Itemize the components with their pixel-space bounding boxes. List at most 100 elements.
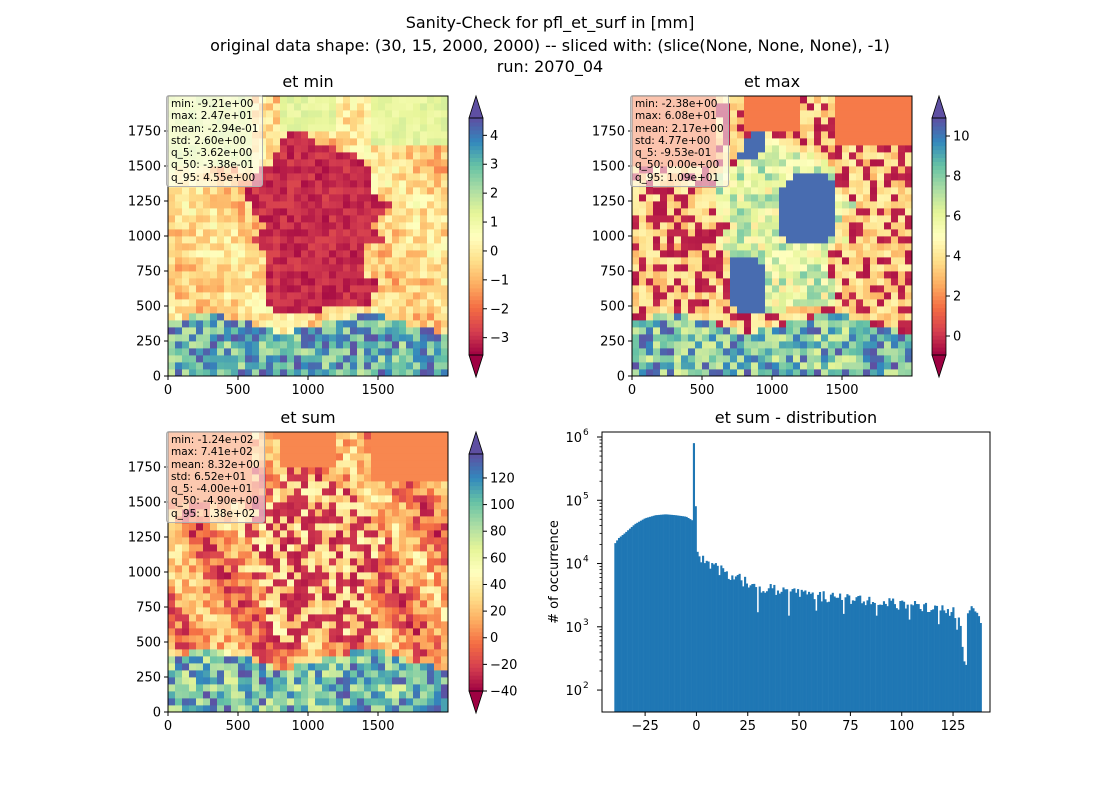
stat-q95: q_95: 1.38e+02 bbox=[171, 507, 256, 520]
x-tick-label: 125 bbox=[941, 719, 966, 734]
plot-frame bbox=[601, 431, 991, 713]
histogram-bar bbox=[787, 615, 791, 712]
histogram-bar bbox=[946, 609, 949, 712]
x-tick-label: 0 bbox=[164, 383, 172, 398]
histogram-bar bbox=[656, 515, 659, 712]
histogram-bar bbox=[974, 611, 977, 712]
y-tick-label: 1500 bbox=[128, 496, 161, 511]
histogram-bar bbox=[760, 592, 763, 712]
histogram-bar bbox=[797, 589, 800, 712]
colorbar-extend-max bbox=[468, 430, 484, 455]
y-tick-label: 1250 bbox=[592, 195, 625, 210]
y-tick-exponent: 3 bbox=[583, 618, 589, 628]
y-tick-label: 1000 bbox=[128, 566, 161, 581]
histogram-bar bbox=[751, 584, 754, 712]
histogram-bar bbox=[921, 611, 924, 712]
histogram-bar bbox=[815, 610, 818, 712]
histogram-bar bbox=[945, 613, 948, 712]
histogram-bar bbox=[979, 622, 982, 712]
x-tick-label: 500 bbox=[226, 383, 251, 398]
histogram-bar bbox=[807, 591, 811, 712]
colorbar-tick-label: 10 bbox=[953, 130, 970, 145]
histogram-bar bbox=[813, 599, 816, 712]
histogram-bar bbox=[614, 543, 617, 712]
stat-q95: q_95: 1.09e+01 bbox=[635, 171, 720, 184]
histogram-bar bbox=[645, 517, 648, 712]
y-tick-label: 0 bbox=[153, 706, 161, 721]
colorbar-tick-label: −3 bbox=[490, 331, 509, 346]
stat-std: std: 4.77e+00 bbox=[635, 134, 711, 147]
colorbar-extend-max bbox=[468, 94, 484, 119]
histogram-bar bbox=[817, 594, 820, 712]
x-tick-label: 1500 bbox=[361, 383, 394, 398]
histogram-bar bbox=[630, 526, 633, 712]
histogram-bar bbox=[709, 568, 712, 712]
histogram-bar bbox=[804, 590, 807, 712]
histogram-bar bbox=[707, 561, 710, 712]
histogram-bar bbox=[723, 571, 727, 712]
y-tick-label: 1250 bbox=[128, 531, 161, 546]
histogram-bar bbox=[694, 506, 697, 712]
colorbar-extend-min bbox=[468, 354, 484, 379]
histogram-bar bbox=[742, 586, 745, 712]
x-tick-label: 75 bbox=[842, 719, 859, 734]
histogram-bar bbox=[632, 525, 635, 712]
x-tick-label: 1500 bbox=[361, 719, 394, 734]
histogram-bar bbox=[913, 601, 917, 712]
colorbar-1: 0 2 4 6 8 10 bbox=[931, 94, 970, 379]
histogram-bar bbox=[818, 591, 822, 712]
histogram-bar bbox=[725, 571, 728, 712]
y-tick-label: 1000 bbox=[592, 230, 625, 245]
y-tick-label: 1000 bbox=[128, 230, 161, 245]
colorbar-tick-label: −40 bbox=[490, 685, 517, 700]
histogram-bar bbox=[968, 610, 971, 712]
histogram-bar bbox=[756, 612, 759, 712]
colorbar-tick-label: 0 bbox=[953, 330, 961, 345]
y-tick-label: 750 bbox=[136, 601, 161, 616]
x-tick-label: 25 bbox=[739, 719, 756, 734]
colorbar-extend-min bbox=[468, 690, 484, 715]
histogram-bar bbox=[976, 612, 979, 712]
stat-q5: q_5: -9.53e-01 bbox=[635, 147, 712, 160]
histogram-bar bbox=[924, 602, 928, 712]
y-tick-label: 1500 bbox=[128, 160, 161, 175]
histogram-bar bbox=[859, 595, 862, 712]
colorbar-tick-label: 1 bbox=[490, 216, 498, 231]
colorbar-tick-label: −2 bbox=[490, 302, 509, 317]
y-tick-label: 10 bbox=[565, 494, 582, 509]
histogram-bar bbox=[628, 528, 632, 712]
histogram-bar bbox=[623, 533, 626, 712]
histogram-bar bbox=[638, 521, 641, 712]
histogram-bar bbox=[793, 588, 796, 712]
histogram-bar bbox=[970, 606, 973, 712]
histogram-bar bbox=[910, 604, 913, 712]
histogram-bar bbox=[789, 591, 792, 712]
histogram-bar bbox=[652, 515, 655, 712]
histogram-bar bbox=[806, 594, 809, 712]
histogram-bar bbox=[846, 594, 849, 712]
colorbar-tick-label: 0 bbox=[490, 244, 498, 259]
y-tick-label: 10 bbox=[565, 621, 582, 636]
x-tick-label: 50 bbox=[791, 719, 808, 734]
histogram-bar bbox=[826, 602, 829, 712]
y-tick-label: 1250 bbox=[128, 195, 161, 210]
colorbar-0: −3 −2 −1 0 1 2 3 4 bbox=[468, 94, 509, 379]
histogram-bar bbox=[755, 587, 758, 712]
histogram-bar bbox=[977, 616, 981, 712]
stat-max: max: 2.47e+01 bbox=[171, 110, 253, 123]
panel-title-et-min: et min bbox=[282, 72, 334, 91]
histogram-bar bbox=[868, 596, 871, 712]
panel-title-distribution: et sum - distribution bbox=[714, 408, 878, 427]
histogram-bar bbox=[778, 593, 781, 712]
histogram-bar bbox=[862, 601, 865, 712]
histogram-bar bbox=[954, 618, 957, 712]
histogram-bar bbox=[860, 603, 864, 712]
histogram-bar bbox=[895, 608, 898, 712]
histogram-bar bbox=[943, 610, 946, 712]
histogram-bar bbox=[720, 565, 723, 712]
histogram-bar bbox=[714, 563, 717, 712]
histogram-bar bbox=[616, 540, 619, 712]
y-tick-label: 1750 bbox=[128, 461, 161, 476]
histogram-bar bbox=[639, 520, 643, 712]
